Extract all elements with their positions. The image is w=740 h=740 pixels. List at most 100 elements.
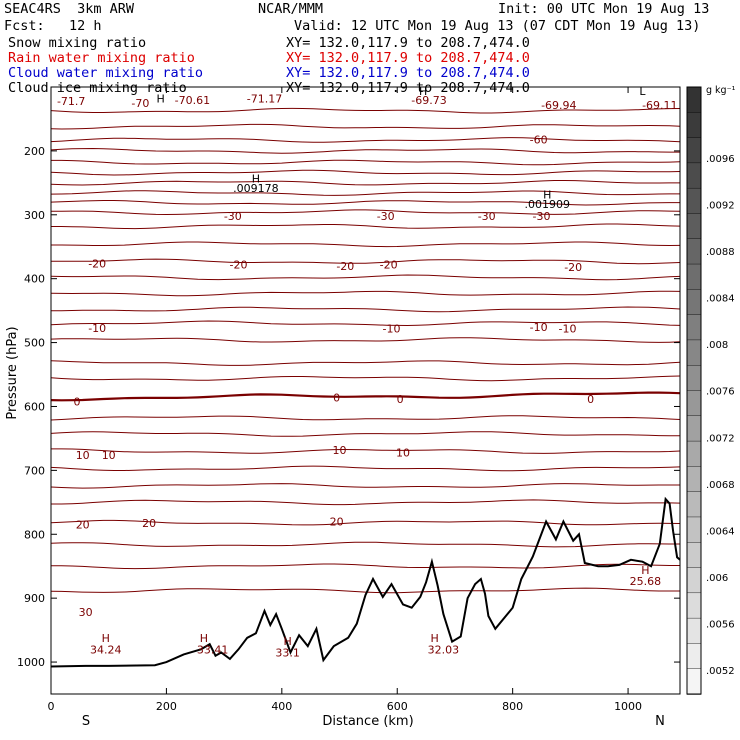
contour-label: 25.68 bbox=[630, 575, 662, 588]
colorbar-unit: g kg⁻¹ bbox=[706, 85, 736, 96]
field-xy: XY= 132.0,117.9 to 208.7,474.0 bbox=[286, 50, 530, 66]
field-xy: XY= 132.0,117.9 to 208.7,474.0 bbox=[286, 80, 530, 96]
extremum-marker: H bbox=[252, 172, 260, 185]
x-tick-label: 0 bbox=[48, 700, 55, 713]
contour-line bbox=[50, 465, 681, 472]
contour-line bbox=[50, 415, 681, 421]
colorbar-swatch bbox=[686, 390, 702, 417]
contour-line bbox=[50, 180, 680, 186]
x-tick-label: 200 bbox=[156, 700, 177, 713]
field-xy: XY= 132.0,117.9 to 208.7,474.0 bbox=[286, 65, 530, 81]
contour-line bbox=[51, 241, 681, 248]
contour-label: -20 bbox=[230, 259, 248, 272]
colorbar-swatch bbox=[686, 415, 702, 442]
contour-label: 20 bbox=[330, 516, 344, 529]
colorbar-swatch bbox=[686, 567, 702, 594]
colorbar-swatch bbox=[686, 466, 702, 493]
colorbar-swatch bbox=[686, 617, 702, 645]
contour-line bbox=[50, 431, 680, 437]
contour-label: -71.17 bbox=[247, 93, 282, 106]
contour-label: 34.24 bbox=[90, 643, 122, 656]
y-tick-label: 300 bbox=[24, 209, 45, 222]
y-axis-title: Pressure (hPa) bbox=[5, 326, 20, 419]
contour-label: -10 bbox=[383, 323, 401, 336]
colorbar-tick-label: .0076 bbox=[706, 387, 735, 398]
field-xy: XY= 132.0,117.9 to 208.7,474.0 bbox=[286, 35, 530, 51]
x-axis-left-end: S bbox=[82, 714, 90, 729]
field-name: Cloud ice mixing ratio bbox=[8, 80, 187, 96]
contour-line bbox=[51, 448, 681, 454]
contour-line bbox=[50, 541, 680, 548]
contour-line bbox=[50, 200, 680, 206]
contour-label: -10 bbox=[559, 323, 577, 336]
extremum-marker: H bbox=[641, 564, 649, 577]
extremum-marker: H bbox=[543, 188, 551, 201]
contour-label: -69.11 bbox=[642, 99, 677, 112]
contour-label: -70.61 bbox=[175, 94, 210, 107]
x-tick-label: 600 bbox=[387, 700, 408, 713]
contour-label: -30 bbox=[224, 210, 242, 223]
contour-label: 0 bbox=[587, 393, 594, 406]
x-axis-right-end: N bbox=[655, 714, 665, 729]
colorbar-swatch bbox=[686, 289, 702, 316]
contour-label: -30 bbox=[377, 210, 395, 223]
colorbar-swatch bbox=[686, 339, 702, 366]
contour-label: .009178 bbox=[233, 182, 279, 195]
contour-label: 10 bbox=[396, 447, 410, 460]
colorbar-tick-label: .006 bbox=[706, 573, 728, 584]
colorbar-swatch bbox=[686, 187, 702, 215]
contour-label: 10 bbox=[333, 444, 347, 457]
contour-label: -20 bbox=[88, 257, 106, 270]
contour-line bbox=[51, 159, 681, 166]
extremum-marker: H bbox=[431, 632, 439, 645]
contour-label: 32.03 bbox=[428, 643, 460, 656]
y-tick-label: 700 bbox=[24, 464, 45, 477]
contour-label: -69.73 bbox=[411, 94, 446, 107]
colorbar-tick-label: .0088 bbox=[706, 247, 735, 258]
colorbar-tick-label: .0056 bbox=[706, 619, 735, 630]
contour-line bbox=[50, 320, 681, 327]
contour-line bbox=[50, 137, 681, 143]
x-tick-label: 800 bbox=[502, 700, 523, 713]
contour-label: -70 bbox=[131, 97, 149, 110]
contour-line bbox=[50, 123, 681, 130]
colorbar-swatch bbox=[686, 162, 702, 189]
colorbar-swatch bbox=[686, 440, 702, 468]
x-axis-title: Distance (km) bbox=[322, 714, 413, 729]
contour-line bbox=[51, 499, 681, 506]
contour-label: -20 bbox=[380, 259, 398, 272]
y-tick-label: 600 bbox=[24, 400, 45, 413]
colorbar-swatch bbox=[686, 365, 702, 392]
contour-line bbox=[50, 147, 680, 154]
colorbar-swatch bbox=[686, 238, 702, 265]
contour-line bbox=[50, 274, 681, 281]
colorbar-tick-label: .0052 bbox=[706, 666, 735, 677]
contour-line bbox=[51, 223, 681, 230]
colorbar-swatch bbox=[686, 668, 702, 695]
colorbar-tick-label: .0072 bbox=[706, 433, 735, 444]
colorbar-tick-label: .0096 bbox=[706, 154, 735, 165]
extremum-marker: H bbox=[102, 632, 110, 645]
contour-line bbox=[50, 519, 681, 526]
colorbar-swatch bbox=[686, 137, 702, 164]
contour-label: -69.94 bbox=[541, 99, 576, 112]
colorbar-frame bbox=[686, 86, 702, 695]
contour-label-layer: -71.7 -70 -70.61 -71.17 -69.73 -69.94 -69.11 -6… bbox=[57, 85, 678, 660]
contour-line bbox=[50, 375, 681, 382]
contour-label: -20 bbox=[564, 261, 582, 274]
contour-label: 0 bbox=[397, 393, 404, 406]
y-tick-label: 900 bbox=[24, 592, 45, 605]
colorbar-swatch bbox=[686, 86, 702, 113]
contour-label: 33.41 bbox=[197, 643, 229, 656]
contour-label: -10 bbox=[88, 322, 106, 335]
colorbar-swatch bbox=[686, 314, 702, 341]
colorbar-tick-label: .0084 bbox=[706, 294, 735, 305]
colorbar-tick-label: .0092 bbox=[706, 201, 735, 212]
model-label: SEAC4RS 3km ARW bbox=[4, 1, 135, 17]
colorbar-swatch bbox=[686, 213, 702, 240]
contour-line bbox=[50, 391, 681, 402]
contour-label: 10 bbox=[76, 449, 90, 462]
extremum-marker: H bbox=[200, 632, 208, 645]
y-tick-label: 500 bbox=[24, 337, 45, 350]
y-tick-label: 1000 bbox=[17, 656, 45, 669]
